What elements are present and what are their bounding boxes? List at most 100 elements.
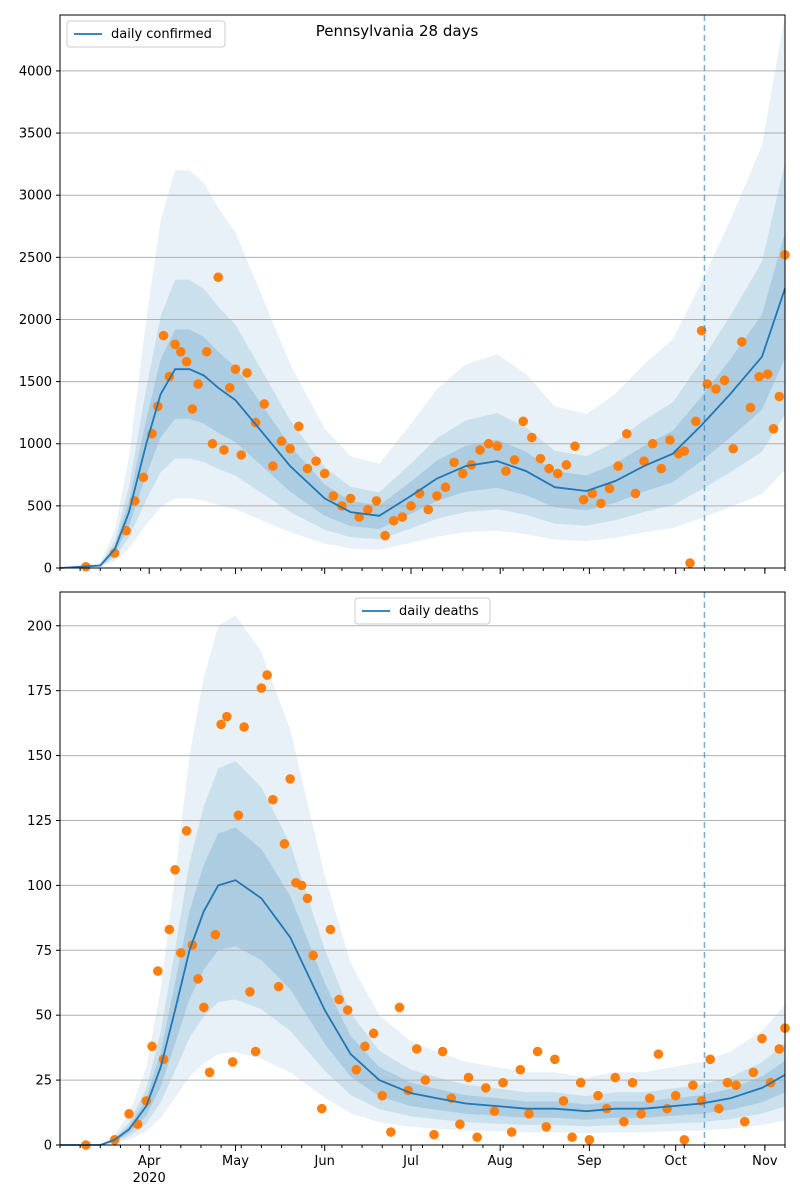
data-point bbox=[222, 711, 232, 722]
data-point bbox=[210, 929, 221, 940]
data-point bbox=[187, 404, 198, 414]
data-point bbox=[181, 826, 192, 836]
data-point bbox=[199, 1002, 209, 1013]
data-point bbox=[423, 504, 434, 515]
x-year-label: 2020 bbox=[133, 1171, 166, 1186]
data-point bbox=[492, 441, 503, 452]
data-point bbox=[193, 974, 203, 984]
data-point bbox=[541, 1122, 552, 1132]
data-point bbox=[457, 468, 468, 479]
y-tick-label: 2500 bbox=[19, 251, 52, 266]
data-point bbox=[276, 436, 287, 447]
data-point bbox=[604, 483, 615, 494]
x-tick-label: Nov bbox=[752, 1154, 778, 1169]
data-point bbox=[302, 893, 313, 904]
data-point bbox=[570, 441, 580, 452]
data-point bbox=[411, 1044, 422, 1054]
data-point bbox=[757, 1033, 767, 1044]
data-point bbox=[242, 368, 252, 378]
x-tick-label: Oct bbox=[664, 1154, 686, 1169]
data-point bbox=[596, 498, 606, 509]
confirmed-xticks bbox=[59, 568, 786, 574]
data-point bbox=[639, 456, 649, 466]
data-point bbox=[236, 450, 247, 460]
data-point bbox=[170, 864, 180, 875]
data-point bbox=[319, 468, 330, 479]
data-point bbox=[311, 456, 321, 466]
x-tick-label: Jul bbox=[402, 1154, 419, 1169]
x-tick-label: Jun bbox=[314, 1154, 335, 1169]
y-tick-label: 175 bbox=[27, 684, 52, 699]
data-point bbox=[227, 1057, 238, 1067]
data-point bbox=[774, 391, 785, 402]
data-point bbox=[371, 496, 382, 506]
y-tick-label: 500 bbox=[27, 499, 52, 514]
data-point bbox=[279, 839, 290, 849]
uncertainty-band bbox=[60, 15, 785, 568]
data-point bbox=[285, 774, 295, 784]
deaths-points bbox=[81, 670, 790, 1150]
data-point bbox=[748, 1067, 759, 1078]
y-tick-label: 200 bbox=[27, 619, 52, 634]
data-point bbox=[262, 670, 272, 680]
data-point bbox=[754, 371, 764, 382]
data-point bbox=[550, 1054, 560, 1065]
y-tick-label: 50 bbox=[35, 1009, 52, 1024]
deaths-legend-box bbox=[354, 597, 491, 625]
data-point bbox=[256, 683, 267, 693]
x-tick-label: Apr bbox=[138, 1154, 161, 1169]
deaths-xticks: Apr May Jun Jul Aug Sep Oct Nov 2020 bbox=[59, 1145, 786, 1186]
data-point bbox=[524, 1109, 534, 1119]
data-point bbox=[397, 512, 408, 522]
data-point bbox=[363, 504, 373, 515]
data-point bbox=[688, 1080, 698, 1091]
data-point bbox=[317, 1103, 327, 1114]
data-point bbox=[380, 530, 390, 541]
data-point bbox=[437, 1046, 448, 1057]
data-point bbox=[219, 445, 229, 455]
y-tick-label: 75 bbox=[35, 944, 52, 959]
data-point bbox=[420, 1075, 431, 1085]
data-point bbox=[739, 1116, 750, 1127]
data-point bbox=[578, 494, 589, 505]
data-point bbox=[170, 339, 180, 350]
y-tick-label: 125 bbox=[27, 814, 52, 829]
data-point bbox=[233, 810, 244, 821]
data-point bbox=[176, 346, 186, 357]
data-point bbox=[768, 424, 779, 434]
data-point bbox=[647, 438, 658, 449]
data-point bbox=[613, 461, 623, 471]
data-point bbox=[535, 453, 546, 464]
data-point bbox=[731, 1080, 741, 1091]
data-point bbox=[552, 468, 563, 479]
deaths-legend-label: daily deaths bbox=[399, 604, 479, 619]
y-tick-label: 3000 bbox=[19, 189, 52, 204]
data-point bbox=[245, 987, 255, 997]
data-point bbox=[204, 1067, 215, 1078]
data-point bbox=[691, 416, 701, 427]
data-point bbox=[745, 402, 756, 413]
deaths-frame bbox=[59, 591, 786, 1146]
x-tick-label: Sep bbox=[577, 1154, 602, 1169]
data-point bbox=[250, 1046, 261, 1057]
data-point bbox=[665, 435, 675, 445]
data-point bbox=[728, 443, 739, 454]
y-tick-label: 100 bbox=[27, 879, 52, 894]
data-point bbox=[711, 384, 721, 394]
data-point bbox=[216, 719, 226, 730]
data-point bbox=[656, 463, 667, 474]
y-tick-label: 2000 bbox=[19, 313, 52, 328]
data-point bbox=[621, 428, 632, 439]
data-point bbox=[213, 272, 224, 283]
data-point bbox=[429, 1129, 439, 1140]
data-point bbox=[388, 515, 399, 526]
data-point bbox=[293, 421, 304, 432]
data-point bbox=[679, 1135, 690, 1145]
data-point bbox=[302, 463, 313, 474]
data-point bbox=[328, 491, 339, 501]
y-tick-label: 1000 bbox=[19, 437, 52, 452]
y-tick-label: 4000 bbox=[19, 64, 52, 79]
data-point bbox=[239, 722, 249, 732]
uncertainty-band bbox=[60, 761, 785, 1145]
